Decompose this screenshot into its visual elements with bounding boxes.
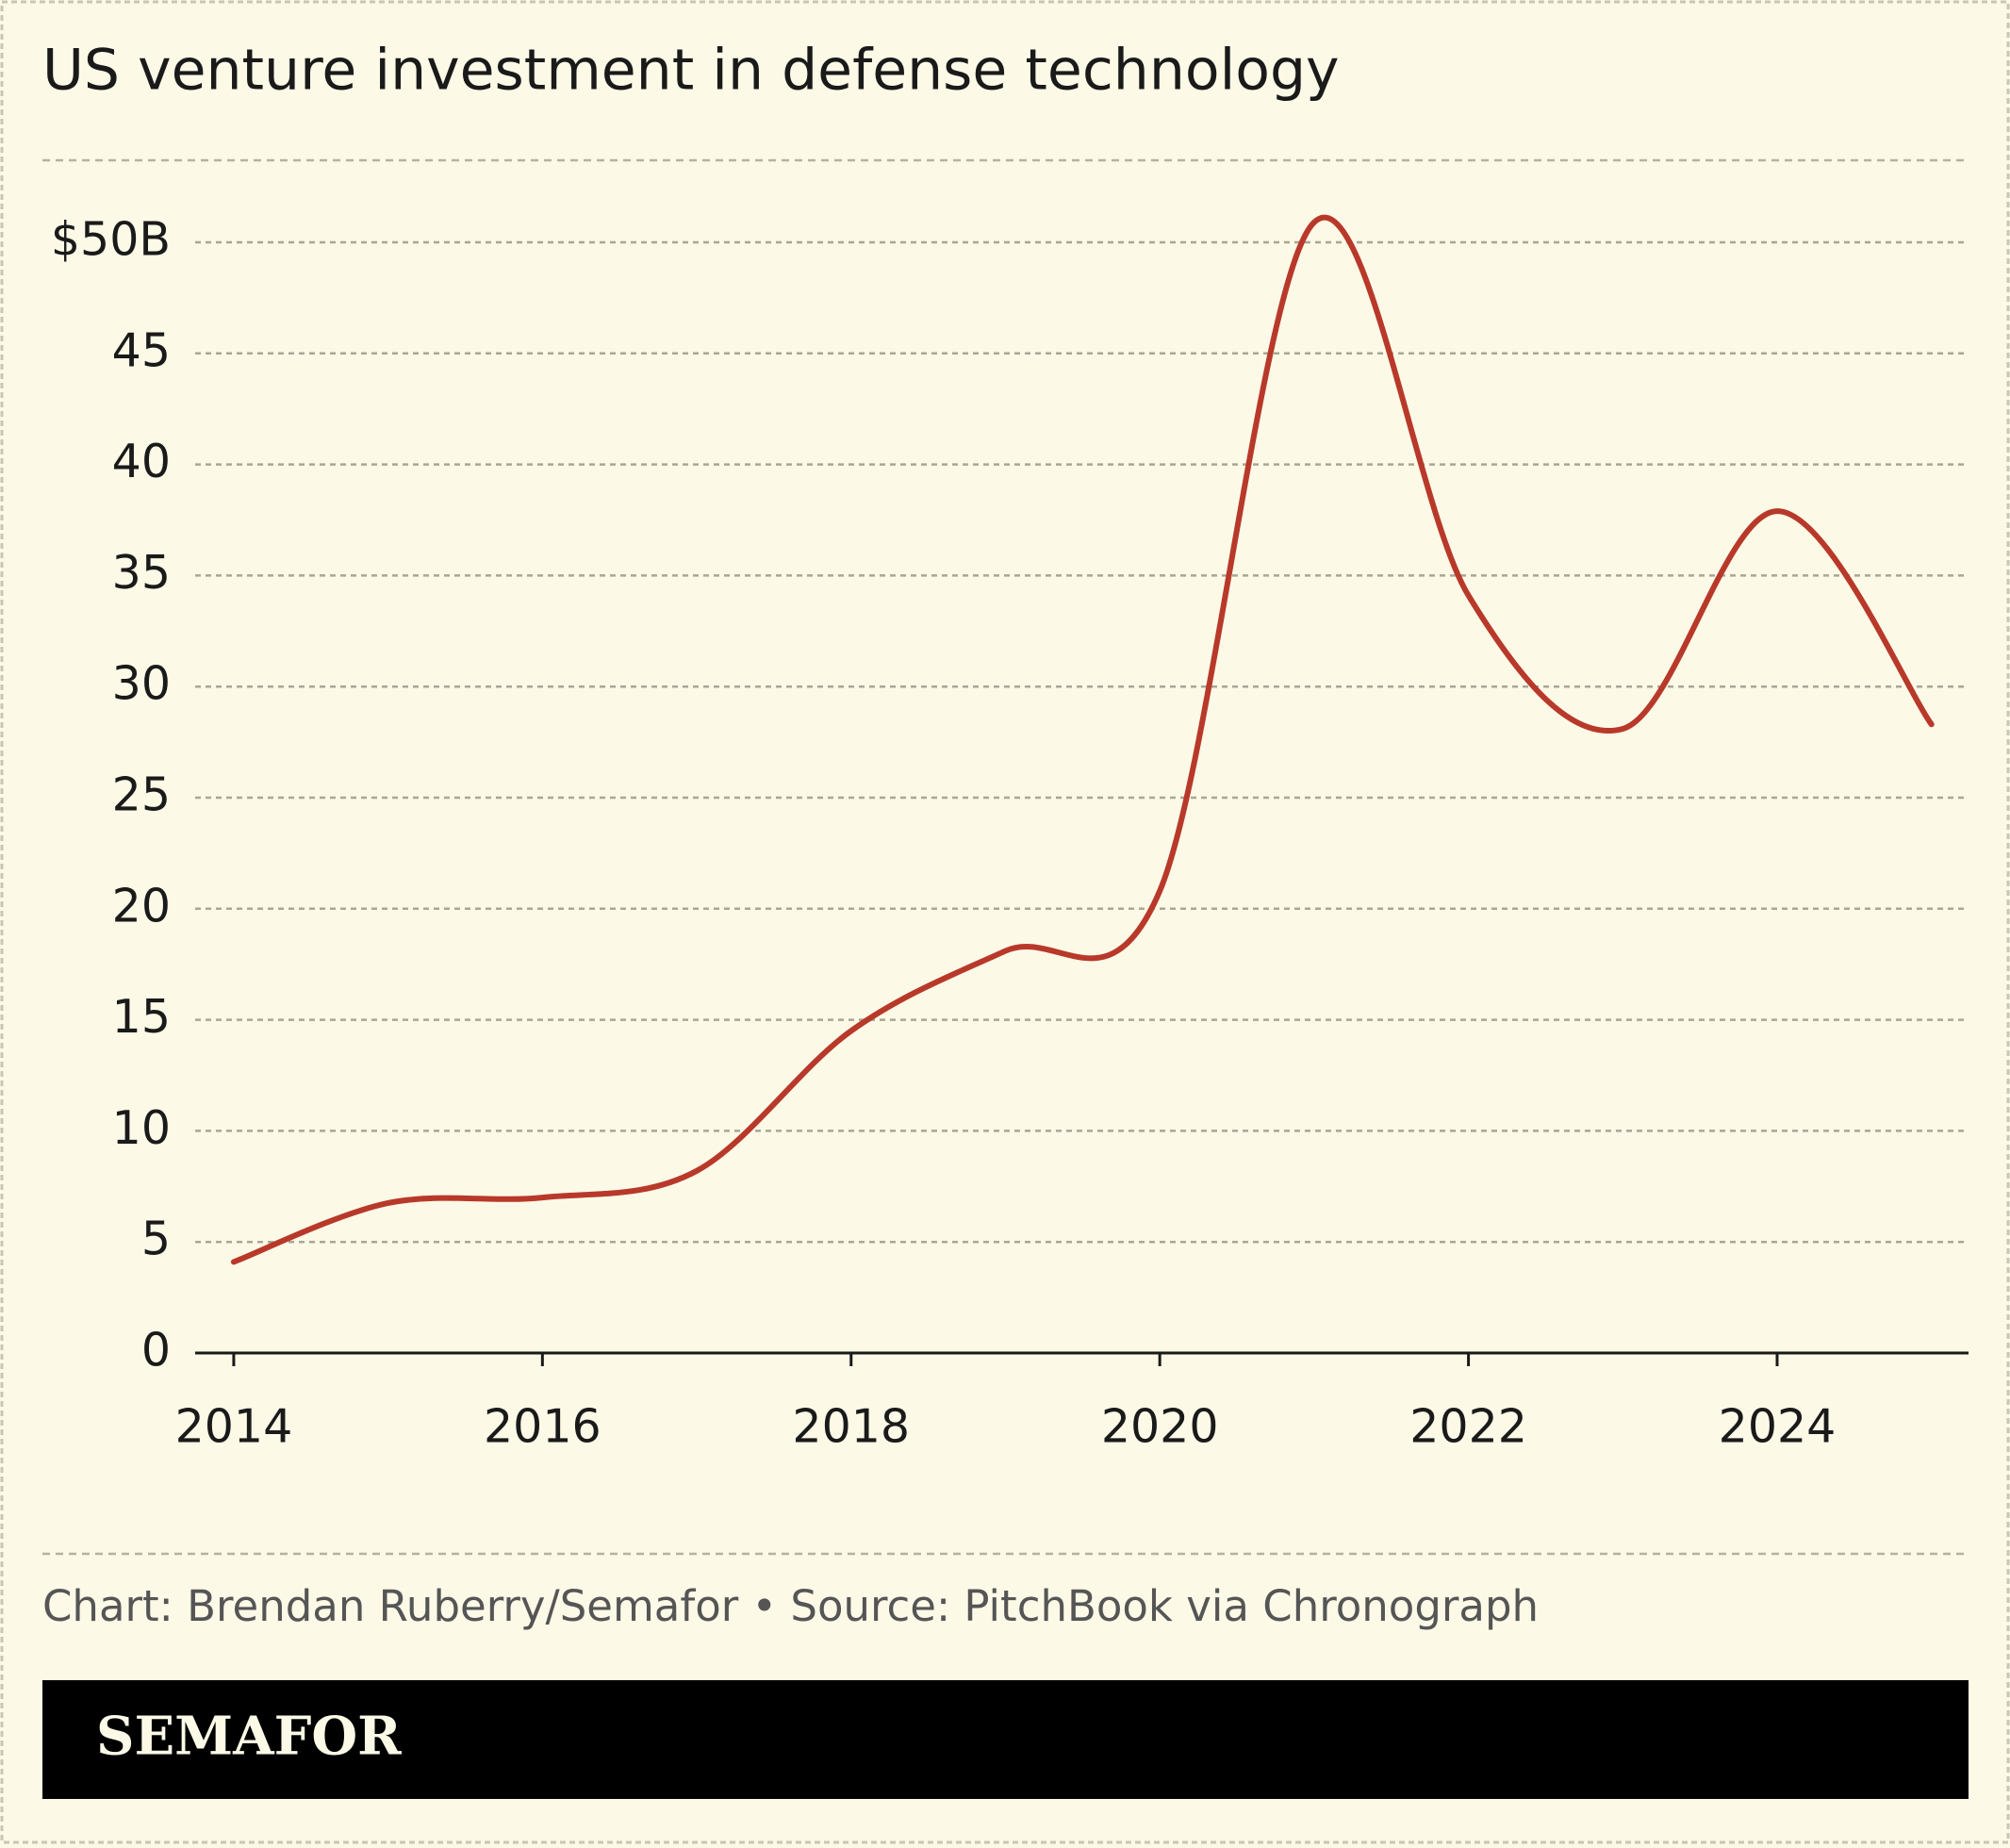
x-tick-label: 2016 (484, 1400, 601, 1454)
chart-title: US venture investment in defense technol… (42, 38, 1340, 104)
x-tick-label: 2014 (175, 1400, 293, 1454)
x-tick-label: 2022 (1409, 1400, 1527, 1454)
y-tick-label: 15 (112, 990, 171, 1044)
x-tick-label: 2020 (1101, 1400, 1219, 1454)
y-tick-label: 5 (141, 1213, 171, 1266)
y-tick-label: 20 (112, 879, 171, 932)
y-tick-label: 45 (112, 323, 171, 377)
x-tick-label: 2018 (792, 1400, 910, 1454)
x-tick-label: 2024 (1719, 1400, 1837, 1454)
y-tick-label: $50B (51, 213, 171, 267)
y-tick-label: 10 (112, 1101, 171, 1155)
line (230, 214, 1935, 1265)
y-tick-label: 35 (112, 546, 171, 600)
y-tick-label: 30 (112, 657, 171, 711)
source-note: Chart: Brendan Ruberry/Semafor • Source:… (42, 1581, 1539, 1631)
y-tick-label: 25 (112, 768, 171, 822)
brand-bar (42, 1680, 1969, 1799)
y-tick-label: 0 (141, 1324, 171, 1378)
y-tick-label: 40 (112, 435, 171, 488)
brand: SEMAFOR (96, 1706, 402, 1768)
